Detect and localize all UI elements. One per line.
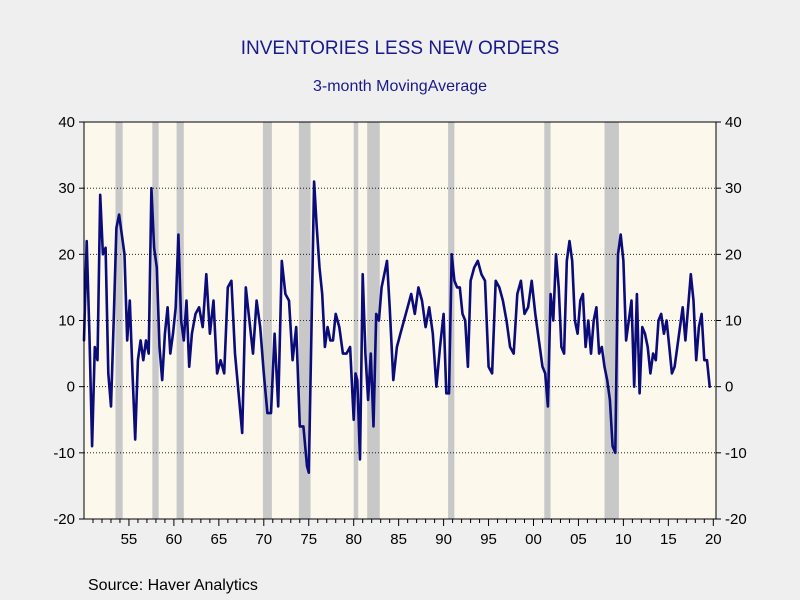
y-tick-label-left: 30 — [58, 180, 75, 197]
x-tick-label: 60 — [166, 531, 183, 548]
x-tick-label: 55 — [121, 531, 138, 548]
recession-band — [544, 122, 551, 519]
y-tick-label-left: 0 — [67, 379, 75, 396]
x-tick-label: 10 — [615, 531, 632, 548]
x-tick-label: 65 — [211, 531, 228, 548]
y-tick-label-left: 10 — [58, 313, 75, 330]
x-tick-label: 95 — [480, 531, 497, 548]
recession-band — [298, 122, 311, 519]
y-tick-label-left: 20 — [58, 246, 75, 263]
y-tick-label-right: 30 — [725, 180, 742, 197]
y-tick-label-left: -10 — [53, 445, 75, 462]
series-line — [82, 180, 712, 475]
y-tick-label-right: 10 — [725, 313, 742, 330]
x-tick-label: 15 — [660, 531, 677, 548]
x-tick-label: 90 — [435, 531, 452, 548]
recession-band — [152, 122, 159, 519]
y-tick-label-right: 40 — [725, 114, 742, 131]
x-tick-label: 70 — [255, 531, 272, 548]
recession-band — [353, 122, 359, 519]
y-tick-label-right: 20 — [725, 246, 742, 263]
x-tick-label: 00 — [525, 531, 542, 548]
chart-subtitle: 3-month MovingAverage — [312, 78, 488, 95]
y-tick-label-left: -20 — [53, 511, 75, 528]
chart-title: INVENTORIES LESS NEW ORDERS — [240, 38, 560, 59]
recession-band — [367, 122, 380, 519]
source-note: Source: Haver Analytics — [88, 577, 258, 594]
x-tick-label: 20 — [705, 531, 722, 548]
y-tick-label-right: 0 — [725, 379, 733, 396]
y-tick-label-right: -20 — [725, 511, 747, 528]
x-tick-label: 80 — [345, 531, 362, 548]
x-tick-label: 05 — [570, 531, 587, 548]
x-tick-label: 75 — [300, 531, 317, 548]
y-tick-label-left: 40 — [58, 114, 75, 131]
x-tick-label: 85 — [390, 531, 407, 548]
y-tick-label-right: -10 — [725, 445, 747, 462]
recession-band — [115, 122, 123, 519]
